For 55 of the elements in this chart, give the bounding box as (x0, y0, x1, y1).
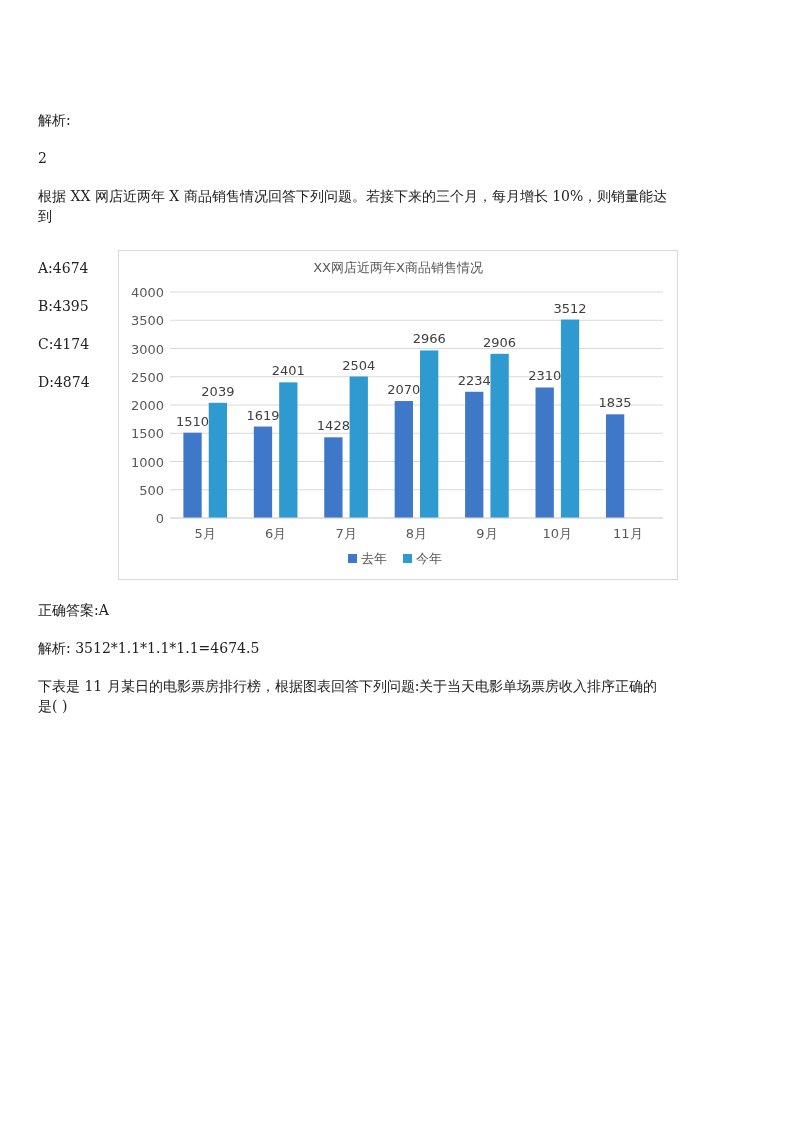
bar (490, 353, 509, 518)
data-label: 2504 (342, 357, 376, 373)
data-label: 2039 (201, 383, 235, 399)
data-label: 1510 (175, 413, 210, 429)
text: 解析: 3512*1.1*1.1*1.1=4674.5 (38, 639, 261, 658)
bar (253, 426, 273, 518)
y-tick-label: 1000 (130, 454, 164, 470)
x-tick-label: 7月 (335, 526, 357, 541)
bar (394, 401, 413, 518)
bar (535, 387, 554, 518)
data-label: 2966 (412, 331, 446, 347)
text: 解析: (38, 111, 72, 130)
y-tick-label: 2000 (130, 398, 164, 413)
bar (560, 319, 580, 518)
text: B:4395 (38, 297, 90, 316)
text: C:4174 (38, 335, 91, 354)
bar (605, 414, 625, 518)
x-tick-label: 9月 (476, 526, 498, 541)
data-label: 2401 (271, 363, 305, 379)
bar (349, 376, 368, 518)
text: 根据 XX 网店近两年 X 商品销售情况回答下列问题。若接下来的三个月，每月增长 10%，则销量能达到 (38, 187, 668, 226)
y-tick-label: 3500 (130, 313, 164, 329)
bar (465, 391, 484, 518)
data-label: 2234 (457, 372, 491, 388)
bar (420, 350, 439, 518)
chart-title: XX网店近两年X商品销售情况 (313, 260, 483, 275)
y-tick-label: 3000 (130, 341, 164, 357)
data-label: 2070 (387, 382, 421, 398)
y-tick-label: 2500 (130, 369, 164, 385)
x-tick-label: 10月 (542, 526, 573, 541)
text: D:4874 (38, 373, 91, 392)
x-tick-label: 11月 (613, 526, 643, 541)
data-label: 1835 (598, 395, 632, 411)
data-label: 1619 (246, 407, 280, 423)
text: 正确答案:A (38, 601, 110, 620)
data-label: 2310 (528, 368, 562, 384)
legend-label: 今年 (416, 551, 442, 566)
bar (183, 432, 202, 518)
x-tick-label: 6月 (265, 526, 287, 541)
bar (208, 402, 228, 518)
text: 下表是 11 月某日的电影票房排行榜，根据图表回答下列问题:关于当天电影单场票房收入排序正确的是( ) (38, 677, 659, 716)
y-tick-label: 1500 (130, 426, 164, 442)
y-tick-label: 4000 (130, 285, 164, 300)
text: A:4674 (38, 259, 90, 278)
bar (279, 382, 298, 518)
data-label: 1428 (316, 418, 350, 434)
y-tick-label: 0 (155, 511, 164, 526)
bar (324, 437, 343, 518)
text: 2 (38, 149, 48, 168)
data-label: 2906 (483, 334, 517, 350)
x-tick-label: 5月 (194, 526, 216, 541)
data-label: 3512 (553, 300, 587, 316)
y-tick-label: 500 (139, 482, 164, 498)
legend-label: 去年 (361, 551, 387, 566)
x-tick-label: 8月 (405, 526, 428, 541)
